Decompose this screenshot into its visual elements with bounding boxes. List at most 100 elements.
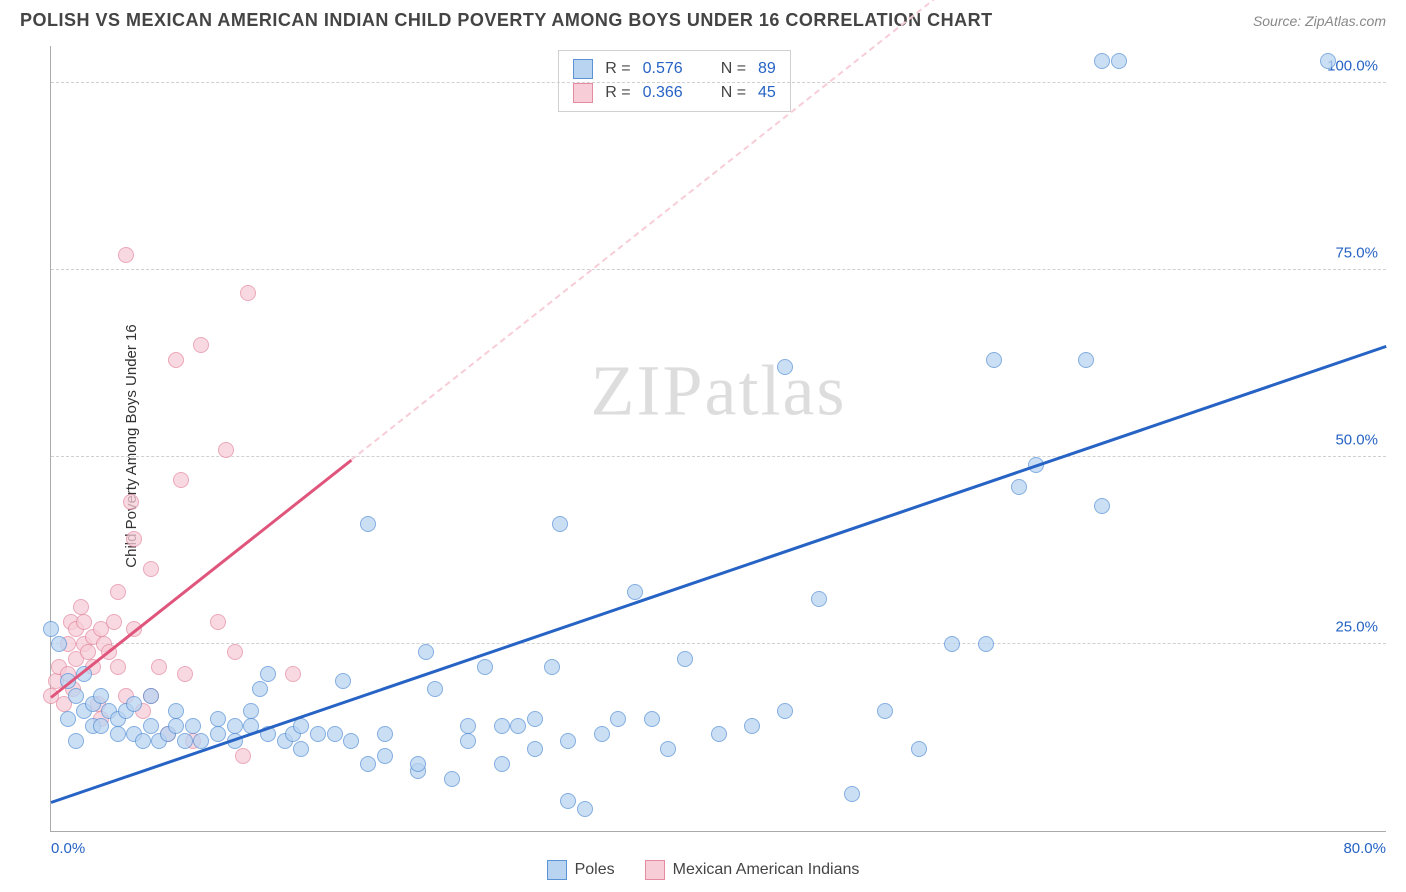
data-point [43, 621, 59, 637]
data-point [235, 748, 251, 764]
data-point [68, 688, 84, 704]
data-point [527, 711, 543, 727]
data-point [173, 472, 189, 488]
gridline [51, 82, 1386, 83]
plot-region: ZIPatlas R =0.576N =89R =0.366N =45 25.0… [50, 46, 1386, 832]
data-point [143, 718, 159, 734]
data-point [377, 726, 393, 742]
data-point [1094, 498, 1110, 514]
data-point [60, 711, 76, 727]
data-point [126, 696, 142, 712]
data-point [552, 516, 568, 532]
data-point [73, 599, 89, 615]
data-point [210, 614, 226, 630]
data-point [177, 666, 193, 682]
series-swatch [573, 83, 593, 103]
y-tick-label: 25.0% [1335, 619, 1378, 636]
data-point [168, 703, 184, 719]
gridline [51, 643, 1386, 644]
n-value: 89 [758, 60, 776, 78]
data-point [123, 494, 139, 510]
data-point [577, 801, 593, 817]
data-point [610, 711, 626, 727]
data-point [460, 718, 476, 734]
r-label: R = [605, 60, 630, 78]
data-point [106, 614, 122, 630]
data-point [210, 711, 226, 727]
data-point [1111, 53, 1127, 69]
data-point [110, 726, 126, 742]
data-point [711, 726, 727, 742]
data-point [193, 337, 209, 353]
data-point [944, 636, 960, 652]
data-point [260, 666, 276, 682]
y-tick-label: 75.0% [1335, 245, 1378, 262]
data-point [135, 733, 151, 749]
gridline [51, 269, 1386, 270]
data-point [1320, 53, 1336, 69]
data-point [460, 733, 476, 749]
data-point [444, 771, 460, 787]
x-tick-label: 0.0% [51, 840, 85, 857]
data-point [93, 688, 109, 704]
legend-label: Poles [575, 861, 615, 879]
data-point [410, 756, 426, 772]
data-point [677, 651, 693, 667]
data-point [76, 614, 92, 630]
data-point [777, 703, 793, 719]
r-label: R = [605, 84, 630, 102]
data-point [560, 793, 576, 809]
data-point [811, 591, 827, 607]
chart-area: ZIPatlas R =0.576N =89R =0.366N =45 25.0… [50, 46, 1386, 832]
data-point [627, 584, 643, 600]
data-point [210, 726, 226, 742]
stats-row: R = 0.576 N = 89 [573, 57, 776, 81]
legend-item: Mexican American Indians [645, 860, 860, 880]
data-point [168, 718, 184, 734]
data-point [293, 741, 309, 757]
data-point [110, 584, 126, 600]
stats-legend-box: R =0.576N =89R =0.366N =45 [558, 50, 791, 112]
data-point [80, 644, 96, 660]
data-point [185, 718, 201, 734]
data-point [527, 741, 543, 757]
data-point [343, 733, 359, 749]
data-point [285, 666, 301, 682]
data-point [377, 748, 393, 764]
n-value: 45 [758, 84, 776, 102]
data-point [151, 659, 167, 675]
series-legend: Poles Mexican American Indians [0, 860, 1406, 880]
data-point [118, 247, 134, 263]
legend-label: Mexican American Indians [673, 861, 860, 879]
y-tick-label: 50.0% [1335, 432, 1378, 449]
data-point [143, 561, 159, 577]
n-label: N = [721, 60, 746, 78]
data-point [844, 786, 860, 802]
data-point [660, 741, 676, 757]
stats-row: R =0.366N =45 [573, 81, 776, 105]
data-point [327, 726, 343, 742]
data-point [494, 756, 510, 772]
series-swatch [573, 59, 593, 79]
data-point [644, 711, 660, 727]
data-point [126, 531, 142, 547]
data-point [1094, 53, 1110, 69]
data-point [978, 636, 994, 652]
data-point [911, 741, 927, 757]
data-point [510, 718, 526, 734]
data-point [777, 359, 793, 375]
data-point [68, 733, 84, 749]
r-value: 0.366 [643, 84, 683, 102]
data-point [418, 644, 434, 660]
data-point [494, 718, 510, 734]
legend-item: Poles [547, 860, 615, 880]
trend-line [50, 459, 352, 699]
r-value: 0.576 [643, 60, 683, 78]
data-point [560, 733, 576, 749]
data-point [177, 733, 193, 749]
data-point [427, 681, 443, 697]
data-point [227, 644, 243, 660]
data-point [93, 718, 109, 734]
data-point [310, 726, 326, 742]
gridline [51, 456, 1386, 457]
